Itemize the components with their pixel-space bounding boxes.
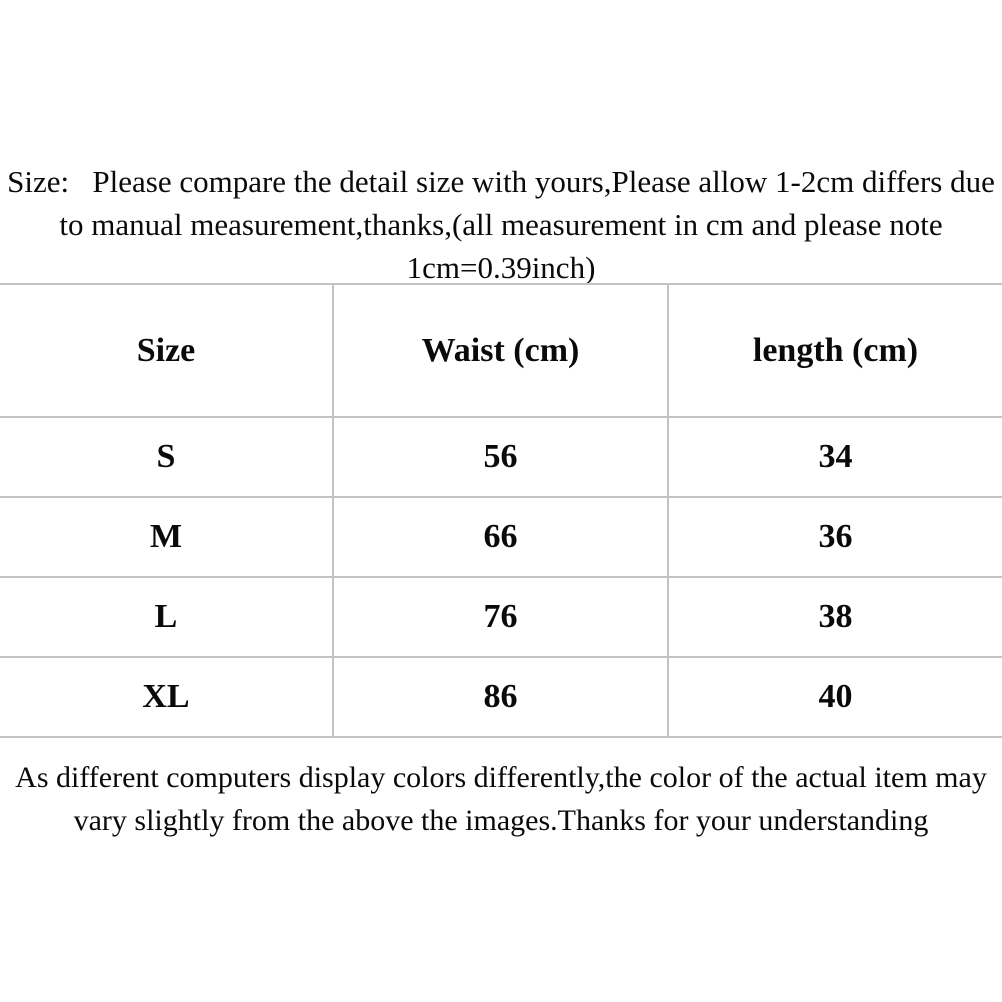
table-row-l: L 76 38: [0, 576, 1002, 658]
table-row-s: S 56 34: [0, 416, 1002, 498]
size-cell-xl: XL: [0, 656, 333, 738]
color-disclaimer-line-2: vary slightly from the above the images.…: [73, 804, 929, 837]
size-cell-s: S: [0, 416, 333, 498]
size-note-line-1: Size: Please compare the detail size wit…: [7, 164, 995, 199]
size-cell-m: M: [0, 496, 333, 578]
length-cell-s: 34: [667, 416, 1002, 498]
column-header-size: Size: [0, 283, 333, 418]
color-disclaimer: As different computers display colors di…: [0, 756, 1002, 842]
table-row-m: M 66 36: [0, 496, 1002, 578]
waist-cell-m: 66: [332, 496, 668, 578]
size-note-line-2: to manual measurement,thanks,(all measur…: [59, 207, 943, 242]
size-cell-l: L: [0, 576, 333, 658]
size-chart-table: Size Waist (cm) length (cm) S 56 34 M 66…: [0, 283, 1002, 738]
table-header-row: Size Waist (cm) length (cm): [0, 283, 1002, 418]
waist-cell-s: 56: [332, 416, 668, 498]
waist-cell-l: 76: [332, 576, 668, 658]
waist-cell-xl: 86: [332, 656, 668, 738]
size-note: Size: Please compare the detail size wit…: [0, 160, 1002, 289]
length-cell-xl: 40: [667, 656, 1002, 738]
length-cell-l: 38: [667, 576, 1002, 658]
table-row-xl: XL 86 40: [0, 656, 1002, 738]
color-disclaimer-line-1: As different computers display colors di…: [15, 761, 987, 794]
size-note-line-3: 1cm=0.39inch): [406, 250, 596, 285]
column-header-length: length (cm): [667, 283, 1002, 418]
column-header-waist: Waist (cm): [332, 283, 668, 418]
length-cell-m: 36: [667, 496, 1002, 578]
